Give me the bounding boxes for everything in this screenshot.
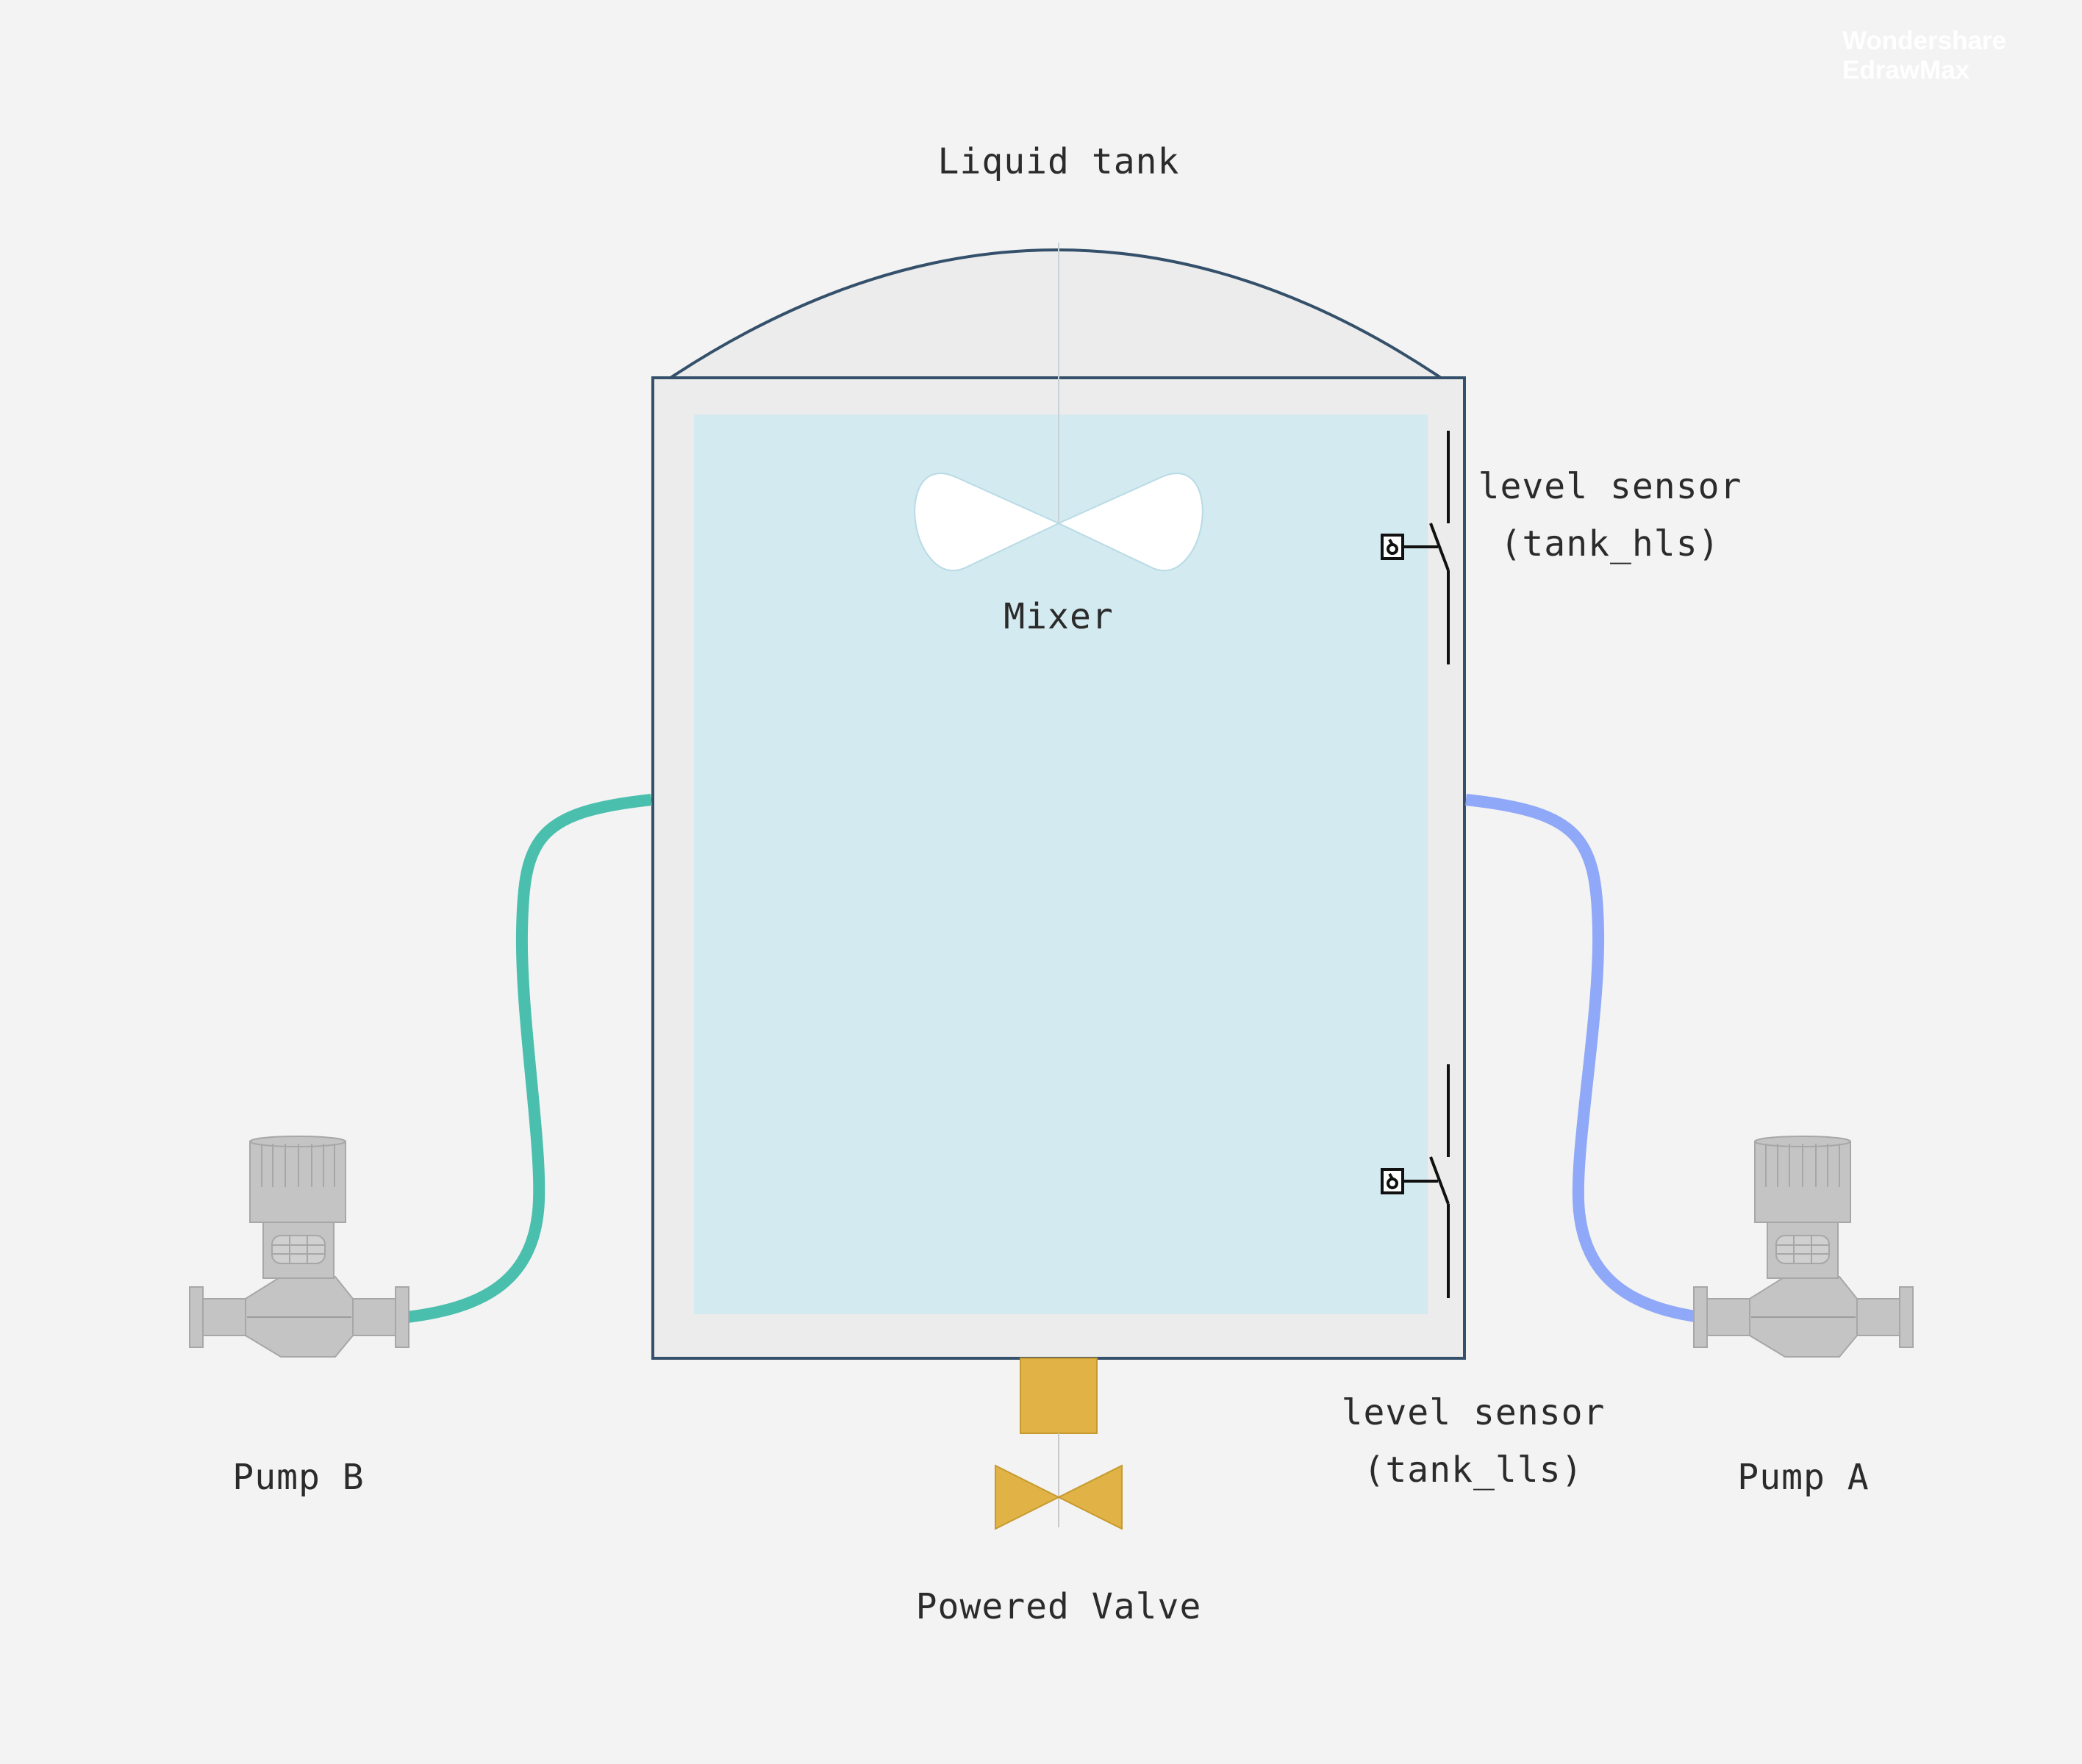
- pipe-pump-b: [407, 794, 652, 1323]
- mixer-icon: [914, 473, 1203, 572]
- sensor-low-label-line1: level sensor: [1341, 1392, 1606, 1433]
- sensor-high-label-line2: (tank_hls): [1500, 523, 1720, 564]
- tank-dome: [665, 248, 1446, 379]
- sensor-low-label-line2: (tank_lls): [1363, 1449, 1584, 1491]
- pump-a-label: Pump A: [1737, 1457, 1870, 1498]
- pump-b-icon: [189, 1136, 409, 1358]
- valve-label: Powered Valve: [915, 1586, 1202, 1627]
- sensor-high-label-line1: level sensor: [1478, 466, 1742, 507]
- level-sensor-high-icon: [1381, 431, 1450, 664]
- level-sensor-low-icon: [1381, 1064, 1450, 1298]
- mixer-label: Mixer: [1004, 596, 1114, 637]
- tank-title: Liquid tank: [937, 141, 1180, 182]
- tank-liquid: [694, 415, 1428, 1314]
- pump-a-icon: [1693, 1136, 1914, 1358]
- pump-b-label: Pump B: [232, 1457, 365, 1498]
- watermark-logo: Wondershare EdrawMax: [1842, 26, 2006, 85]
- watermark-line2: EdrawMax: [1842, 56, 1970, 85]
- pipe-pump-a: [1465, 794, 1701, 1323]
- powered-valve-icon: [995, 1358, 1123, 1530]
- watermark-line1: Wondershare: [1842, 26, 2007, 55]
